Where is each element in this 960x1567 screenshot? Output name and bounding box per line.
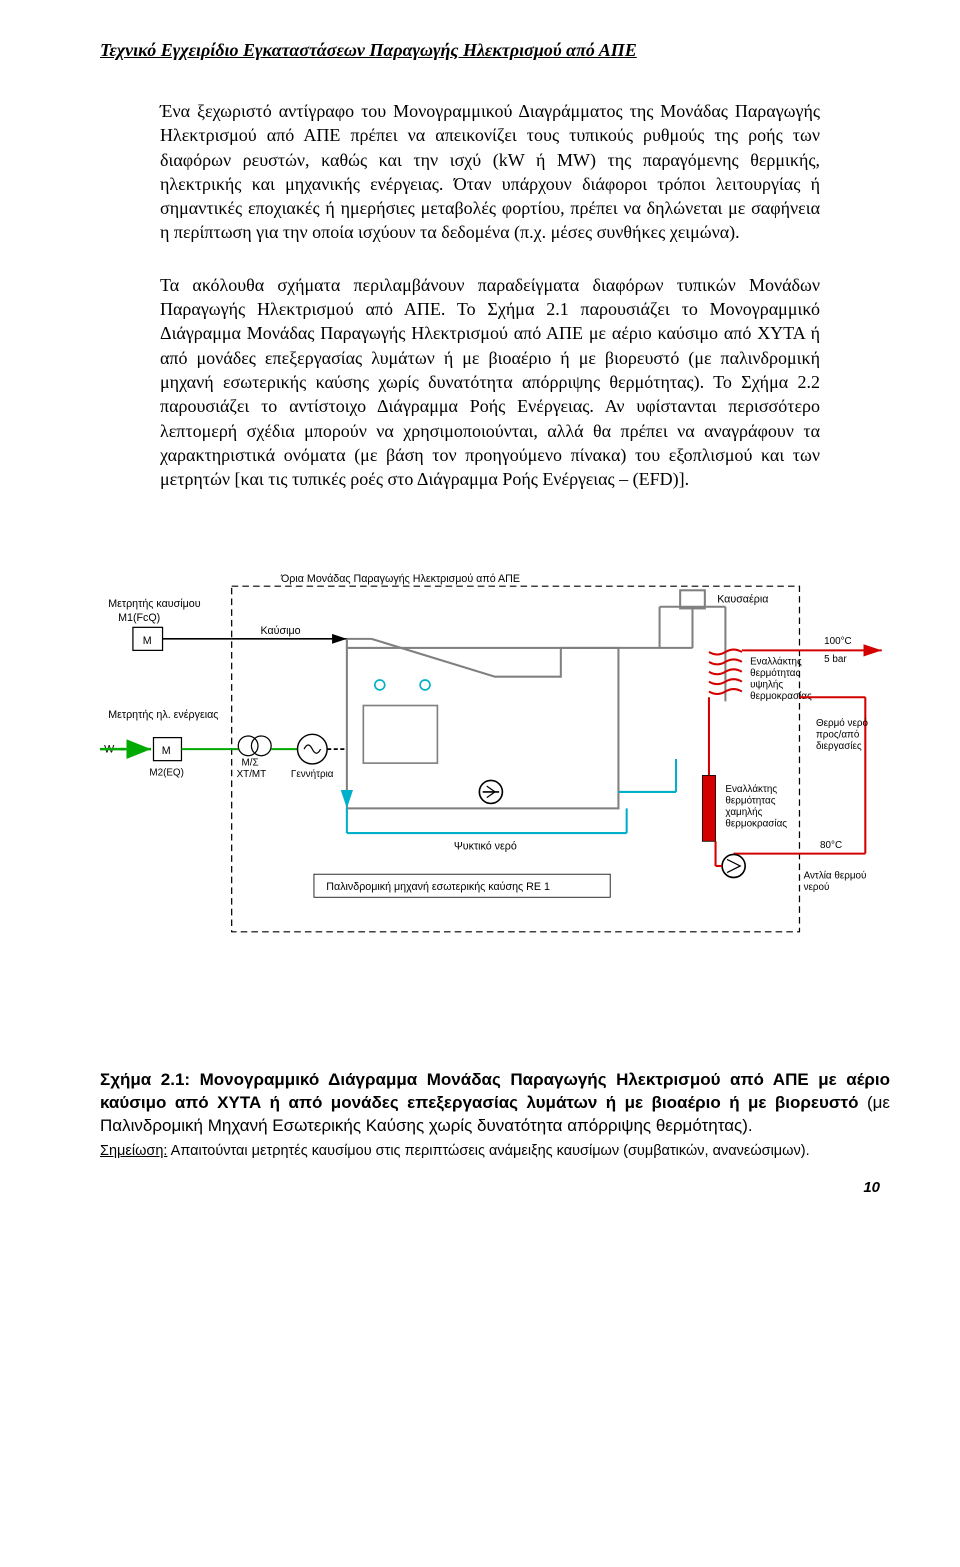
- label-hx-low-3: χαμηλής: [725, 807, 762, 818]
- label-m2eq: M2(EQ): [149, 768, 184, 779]
- hx-high-icon: [709, 648, 742, 701]
- meter-m-label-1: M: [143, 635, 152, 647]
- label-elec-meter-title: Μετρητής ηλ. ενέργειας: [108, 709, 218, 721]
- single-line-diagram: Όρια Μονάδας Παραγωγής Ηλεκτρισμού από Α…: [100, 519, 890, 999]
- label-fuel: Καύσιμο: [260, 625, 300, 637]
- figure-caption: Σχήμα 2.1: Μονογραμμικό Διάγραμμα Μονάδα…: [100, 1069, 890, 1138]
- label-fuel-meter-code: Μ1(FcQ): [118, 612, 160, 624]
- label-flue-gas: Καυσαέρια: [717, 594, 768, 606]
- label-boundary: Όρια Μονάδας Παραγωγής Ηλεκτρισμού από Α…: [280, 574, 520, 586]
- label-hx-high-2: θερμότητας: [750, 668, 800, 679]
- page-header: Τεχνικό Εγχειρίδιο Εγκαταστάσεων Παραγωγ…: [100, 40, 890, 61]
- paragraph-1: Ένα ξεχωριστό αντίγραφο του Μονογραμμικο…: [100, 99, 890, 245]
- label-hx-low-4: θερμοκρασίας: [725, 819, 787, 830]
- page-number: 10: [100, 1179, 890, 1196]
- note-lead: Σημείωση:: [100, 1143, 167, 1159]
- label-80c: 80°C: [820, 840, 842, 851]
- label-ms: Μ/Σ: [242, 758, 259, 769]
- label-pump-2: νερού: [804, 882, 830, 893]
- label-hx-high-3: υψηλής: [750, 680, 783, 691]
- note-body: Απαιτούνται μετρητές καυσίμου στις περιπ…: [167, 1143, 809, 1159]
- label-hx-low-1: Εναλλάκτης: [725, 784, 777, 795]
- label-cooling-water: Ψυκτικό νερό: [454, 841, 517, 853]
- label-5bar: 5 bar: [824, 654, 847, 665]
- label-100c: 100°C: [824, 636, 852, 647]
- figure-caption-bold: Σχήμα 2.1: Μονογραμμικό Διάγραμμα Μονάδα…: [100, 1070, 890, 1112]
- label-hot-to-2: προς/από: [816, 730, 860, 741]
- label-hx-low-2: θερμότητας: [725, 796, 775, 807]
- label-pump-1: Αντλία θερμού: [804, 871, 867, 882]
- label-hot-to-3: διεργασίες: [816, 742, 862, 753]
- label-xtmt: ΧΤ/ΜΤ: [237, 770, 267, 781]
- meter-m-label-2: M: [162, 746, 171, 758]
- label-generator: Γεννήτρια: [291, 770, 334, 781]
- paragraph-2: Τα ακόλουθα σχήματα περιλαμβάνουν παραδε…: [100, 273, 890, 492]
- label-engine-caption: Παλινδρομική μηχανή εσωτερικής καύσης RE…: [326, 881, 550, 893]
- label-hx-high-1: Εναλλάκτης: [750, 657, 802, 668]
- label-fuel-meter-title: Μετρητής καυσίμου: [108, 598, 201, 610]
- label-hot-to-1: Θερμό νερό: [816, 719, 869, 730]
- figure-note: Σημείωση: Απαιτούνται μετρητές καυσίμου …: [100, 1142, 890, 1161]
